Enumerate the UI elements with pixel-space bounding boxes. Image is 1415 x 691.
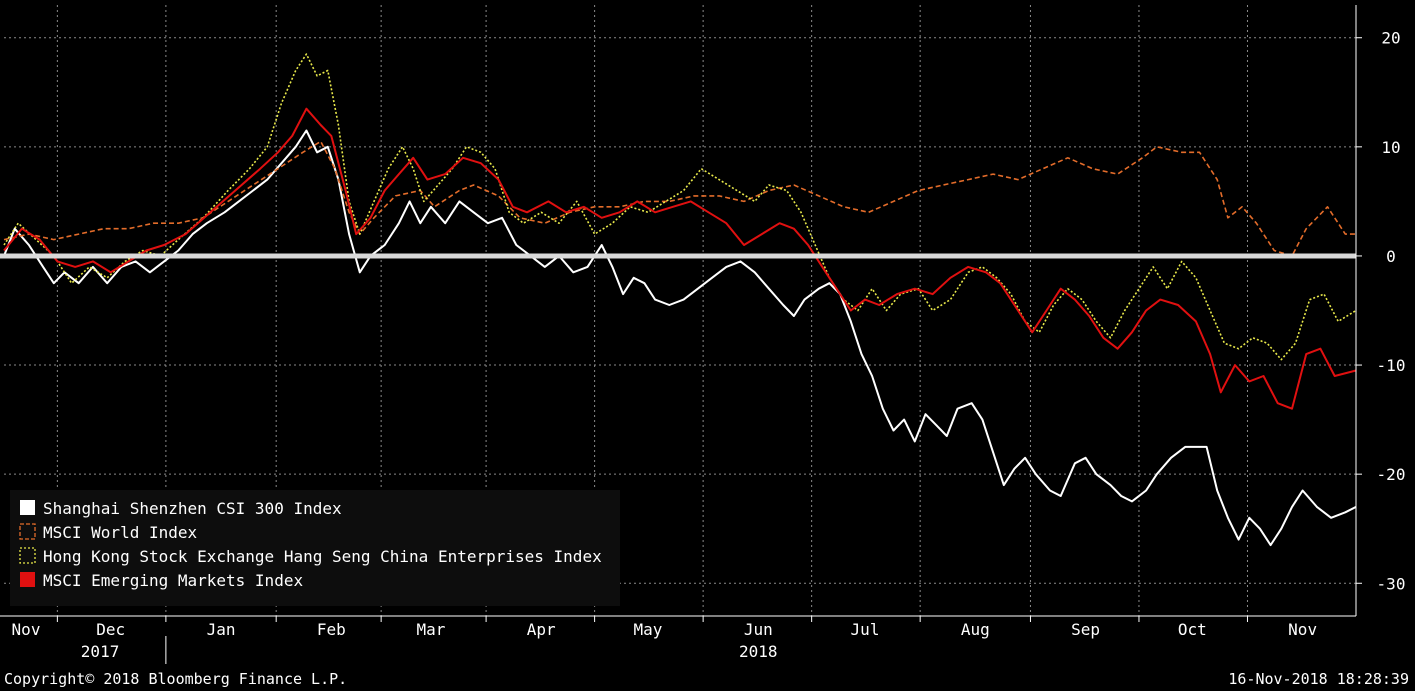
legend-box	[10, 490, 620, 606]
legend-swatch	[19, 523, 36, 540]
x-tick-label: Feb	[317, 620, 346, 639]
legend-swatch	[20, 500, 35, 515]
x-tick-label: Mar	[416, 620, 445, 639]
x-tick-label: Nov	[12, 620, 41, 639]
timestamp-text: 16-Nov-2018 18:28:39	[1228, 670, 1409, 688]
x-tick-label: Oct	[1178, 620, 1207, 639]
legend-swatch	[20, 572, 35, 587]
legend-swatch	[19, 547, 36, 564]
x-tick-label: Jun	[744, 620, 773, 639]
copyright-text: Copyright© 2018 Bloomberg Finance L.P.	[4, 670, 348, 688]
axes: 20 10 0 -10 -20 -30 Nov Dec Jan Feb Mar Apr May Jun Ju…	[0, 5, 1405, 664]
legend-label: MSCI Emerging Markets Index	[43, 571, 303, 590]
y-tick-label: -20	[1377, 465, 1406, 484]
gridlines	[4, 5, 1356, 616]
x-tick-label: Nov	[1288, 620, 1317, 639]
series-line-1	[3, 140, 1356, 257]
legend-label: MSCI World Index	[43, 523, 197, 542]
x-tick-label: Dec	[96, 620, 125, 639]
legend-label: Hong Kong Stock Exchange Hang Seng China…	[43, 547, 602, 566]
x-tick-label: Aug	[961, 620, 990, 639]
legend: Shanghai Shenzhen CSI 300 Index MSCI Worl…	[10, 490, 620, 606]
x-tick-label: Jan	[207, 620, 236, 639]
series-line-3	[3, 107, 1357, 410]
y-tick-label: 20	[1381, 29, 1400, 48]
y-tick-label: -30	[1377, 574, 1406, 593]
year-label: 2018	[739, 642, 778, 661]
x-tick-label: Sep	[1071, 620, 1100, 639]
y-tick-label: -10	[1377, 356, 1406, 375]
x-tick-label: May	[634, 620, 663, 639]
y-tick-label: 10	[1381, 138, 1400, 157]
x-tick-label: Jul	[851, 620, 880, 639]
x-tick-label: Apr	[527, 620, 556, 639]
y-tick-label: 0	[1386, 247, 1396, 266]
legend-label: Shanghai Shenzhen CSI 300 Index	[43, 499, 342, 518]
year-label: 2017	[81, 642, 120, 661]
series-line-0	[3, 129, 1357, 547]
series-group	[3, 53, 1357, 547]
